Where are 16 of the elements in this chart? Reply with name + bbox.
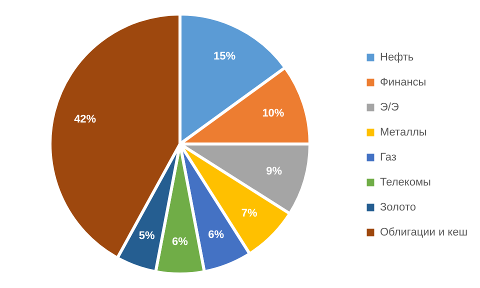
legend-label: Телекомы (380, 176, 432, 188)
legend-label: Финансы (380, 76, 426, 88)
legend-label: Металлы (380, 126, 427, 138)
data-label: 9% (266, 165, 282, 178)
data-label: 7% (241, 207, 258, 220)
data-label: 15% (213, 50, 236, 63)
legend-label: Газ (380, 152, 396, 164)
legend-label: Нефть (380, 52, 414, 64)
legend-label: Золото (380, 202, 416, 214)
data-label: 6% (172, 236, 188, 248)
data-label: 42% (74, 114, 96, 126)
legend-label: Облигации и кеш (380, 226, 468, 238)
legend-label: Э/Э (380, 102, 399, 114)
data-label: 5% (138, 230, 155, 242)
data-label: 6% (208, 229, 224, 242)
data-label: 10% (262, 108, 284, 120)
